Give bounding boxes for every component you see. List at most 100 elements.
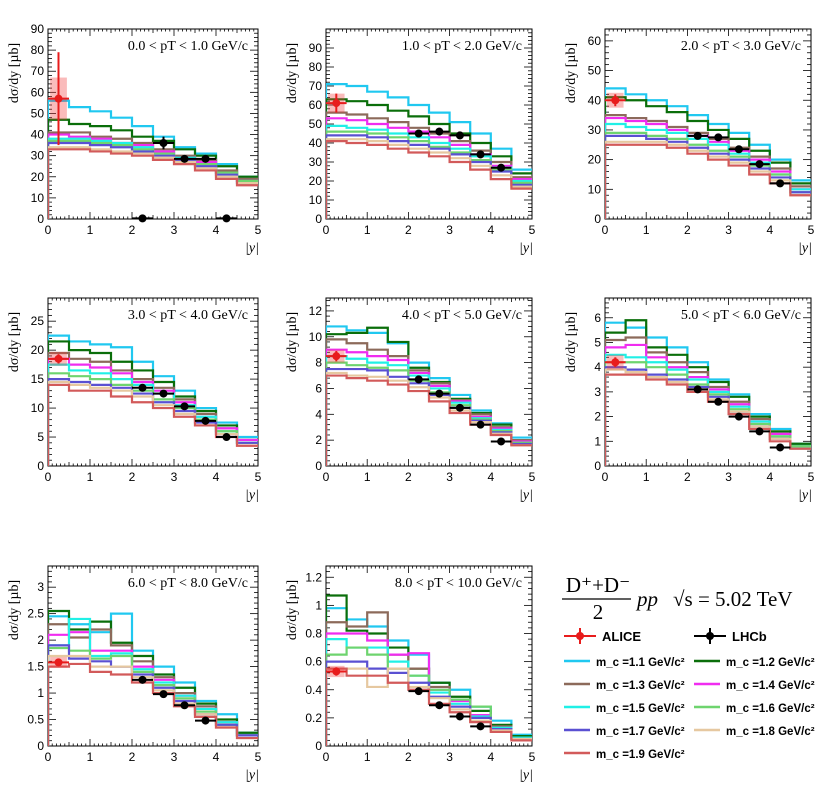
- y-tick-label: 0: [37, 212, 44, 226]
- x-tick-label: 5: [255, 223, 262, 237]
- lhcb-point: [749, 427, 770, 436]
- series-group: [48, 609, 258, 746]
- pt-range-label: 1.0 < pT < 2.0 GeV/c: [402, 39, 522, 54]
- lhcb-marker: [180, 701, 189, 710]
- x-tick-label: 4: [213, 750, 220, 764]
- lhcb-point: [728, 145, 750, 154]
- x-tick-label: 2: [129, 470, 136, 484]
- x-tick-label: 4: [487, 470, 494, 484]
- y-tick-label: 0: [315, 739, 322, 753]
- lhcb-marker: [755, 160, 764, 169]
- x-tick-label: 5: [529, 223, 536, 237]
- lhcb-point: [195, 416, 216, 425]
- title-numerator: D⁺+D⁻: [566, 573, 630, 597]
- lhcb-marker: [497, 163, 506, 172]
- series-line-mc1.9: [48, 662, 258, 746]
- title-denominator: 2: [593, 600, 604, 624]
- lhcb-point: [769, 443, 791, 452]
- legend-mc-entry: m_c =1.1 GeV/c²: [564, 657, 685, 669]
- y-axis-label: dσ/dy [µb]: [285, 580, 300, 640]
- legend-mc-entry: m_c =1.9 GeV/c²: [564, 749, 685, 761]
- lhcb-marker: [734, 145, 743, 154]
- x-tick-label: 5: [529, 470, 536, 484]
- lhcb-marker: [159, 690, 168, 699]
- x-tick-label: 0: [602, 223, 609, 237]
- x-tick-label: 0: [323, 223, 330, 237]
- legend-mc-label: m_c =1.2 GeV/c²: [726, 657, 815, 669]
- lhcb-marker: [414, 129, 423, 138]
- y-tick-label: 0: [37, 459, 44, 473]
- pt-range-label: 3.0 < pT < 4.0 GeV/c: [128, 308, 248, 323]
- y-tick-label: 40: [309, 136, 323, 150]
- panel-7: 0 1 2 3 4 5 0 0.5 1 1.5 2 2.5 3 |y| dσ/dy [µb] 6.0 < pT…: [7, 565, 262, 783]
- x-axis-label: |y|: [798, 488, 812, 503]
- x-tick-label: 0: [602, 470, 609, 484]
- lhcb-point: [216, 433, 237, 442]
- lhcb-marker: [734, 412, 743, 421]
- y-tick-label: 0.2: [305, 711, 322, 725]
- y-tick-label: 15: [31, 372, 45, 386]
- x-axis-label: |y|: [519, 768, 533, 783]
- panel-8: 0 1 2 3 4 5 0 0.2 0.4 0.6 0.8 1 1.2 |y| dσ/dy [µb] 8.0 …: [285, 565, 536, 783]
- y-tick-label: 10: [31, 191, 45, 205]
- lhcb-marker: [159, 139, 168, 147]
- x-tick-label: 2: [405, 470, 412, 484]
- series-group: [326, 594, 532, 746]
- x-tick-label: 2: [129, 223, 136, 237]
- series-line-mc1.9: [326, 140, 532, 219]
- alice-marker: [611, 358, 620, 367]
- y-tick-label: 0: [594, 212, 601, 226]
- y-tick-label: 8: [315, 356, 322, 370]
- y-tick-label: 6: [315, 381, 322, 395]
- lhcb-marker: [476, 420, 485, 429]
- lhcb-marker: [159, 389, 168, 398]
- lhcb-point: [408, 687, 429, 696]
- y-tick-label: 70: [309, 79, 323, 93]
- lhcb-point: [470, 420, 491, 429]
- y-tick-label: 0.8: [305, 627, 322, 641]
- lhcb-point: [470, 150, 491, 159]
- x-tick-label: 4: [487, 750, 494, 764]
- lhcb-point: [132, 675, 153, 684]
- series-group: [326, 83, 532, 219]
- y-tick-label: 10: [309, 193, 323, 207]
- x-tick-label: 3: [171, 470, 178, 484]
- lhcb-point: [153, 136, 174, 150]
- lhcb-point: [429, 127, 450, 136]
- x-tick-label: 3: [446, 470, 453, 484]
- y-axis-label: dσ/dy [µb]: [285, 312, 300, 372]
- x-tick-label: 0: [45, 470, 52, 484]
- y-tick-label: 1: [315, 598, 322, 612]
- y-axis-label: dσ/dy [µb]: [564, 43, 579, 103]
- alice-marker: [54, 94, 63, 103]
- x-tick-label: 4: [213, 223, 220, 237]
- alice-point: [605, 354, 626, 370]
- lhcb-marker: [435, 389, 444, 398]
- series-group: [326, 325, 532, 466]
- lhcb-marker: [693, 131, 702, 140]
- y-tick-label: 0.4: [305, 683, 322, 697]
- x-tick-label: 2: [129, 750, 136, 764]
- y-tick-label: 0.6: [305, 655, 322, 669]
- legend-mc-label: m_c =1.4 GeV/c²: [726, 680, 815, 692]
- alice-marker: [611, 96, 620, 105]
- legend-mc-label: m_c =1.7 GeV/c²: [596, 726, 685, 738]
- pt-range-label: 6.0 < pT < 8.0 GeV/c: [128, 576, 248, 591]
- lhcb-marker: [435, 127, 444, 136]
- x-tick-label: 3: [171, 750, 178, 764]
- x-tick-label: 1: [364, 750, 371, 764]
- lhcb-point: [153, 690, 174, 699]
- x-tick-label: 0: [45, 223, 52, 237]
- y-tick-label: 5: [594, 335, 601, 349]
- x-tick-label: 2: [684, 223, 691, 237]
- pt-range-label: 0.0 < pT < 1.0 GeV/c: [128, 39, 248, 54]
- lhcb-legend-marker: [706, 632, 714, 640]
- lhcb-marker: [180, 154, 189, 163]
- y-tick-label: 2: [315, 433, 322, 447]
- lhcb-marker: [201, 416, 210, 425]
- alice-legend-label: ALICE: [602, 629, 641, 644]
- y-tick-label: 1.5: [27, 660, 44, 674]
- lhcb-point: [749, 160, 770, 169]
